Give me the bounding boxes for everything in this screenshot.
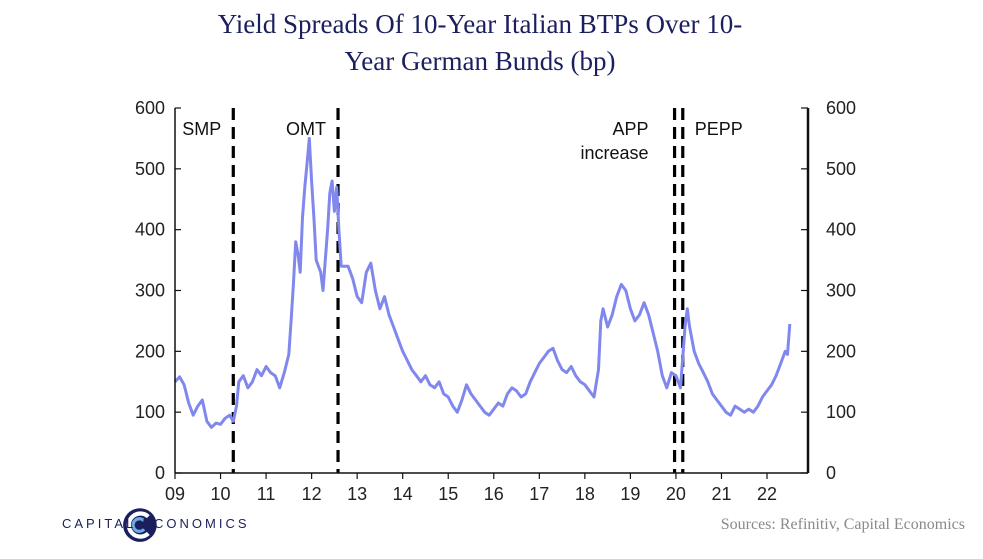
event-label: SMP	[182, 119, 221, 139]
chart-title-line-1: Yield Spreads Of 10-Year Italian BTPs Ov…	[217, 9, 743, 39]
x-tick-label: 09	[165, 484, 185, 504]
x-tick-label: 18	[575, 484, 595, 504]
x-tick-label: 19	[620, 484, 640, 504]
x-tick-label: 14	[393, 484, 413, 504]
y-tick-label-left: 100	[135, 402, 165, 422]
chart-title-line-2: Year German Bunds (bp)	[344, 46, 616, 76]
event-label: OMT	[286, 119, 326, 139]
event-label: APP	[613, 119, 649, 139]
series-layer	[173, 136, 792, 429]
event-label: PEPP	[695, 119, 743, 139]
x-tick-label: 13	[347, 484, 367, 504]
x-tick-label: 12	[302, 484, 322, 504]
x-tick-label: 16	[484, 484, 504, 504]
axes: 0 0 100 100 200 200 300 300 400 400 500 500 600 600 09…	[135, 98, 856, 504]
series-line-btp-bund-spread	[173, 136, 792, 429]
event-label: increase	[581, 143, 649, 163]
y-tick-label-left: 500	[135, 159, 165, 179]
y-tick-label-left: 200	[135, 341, 165, 361]
capital-economics-logo	[123, 508, 157, 542]
y-tick-label-left: 0	[155, 463, 165, 483]
x-tick-label: 22	[757, 484, 777, 504]
chart-title: Yield Spreads Of 10-Year Italian BTPs Ov…	[140, 6, 820, 80]
y-tick-label-left: 300	[135, 281, 165, 301]
source-note: Sources: Refinitiv, Capital Economics	[720, 516, 965, 533]
x-tick-label: 21	[711, 484, 731, 504]
x-tick-label: 17	[529, 484, 549, 504]
y-tick-label-right: 500	[826, 159, 856, 179]
y-tick-label-left: 600	[135, 98, 165, 118]
event-markers: SMP OMT APP increase PEPP	[182, 108, 743, 473]
x-tick-label: 15	[438, 484, 458, 504]
y-tick-label-right: 600	[826, 98, 856, 118]
logo-inner-arc-icon	[131, 517, 146, 533]
y-tick-label-right: 0	[826, 463, 836, 483]
x-tick-label: 20	[666, 484, 686, 504]
y-tick-label-right: 200	[826, 341, 856, 361]
y-tick-label-left: 400	[135, 220, 165, 240]
logo-c-icon	[126, 511, 150, 539]
x-tick-label: 10	[211, 484, 231, 504]
y-tick-label-right: 300	[826, 281, 856, 301]
y-tick-label-right: 400	[826, 220, 856, 240]
y-tick-label-right: 100	[826, 402, 856, 422]
logo-text: CAPITAL ECONOMICS	[62, 516, 250, 531]
x-tick-label: 11	[257, 484, 276, 504]
